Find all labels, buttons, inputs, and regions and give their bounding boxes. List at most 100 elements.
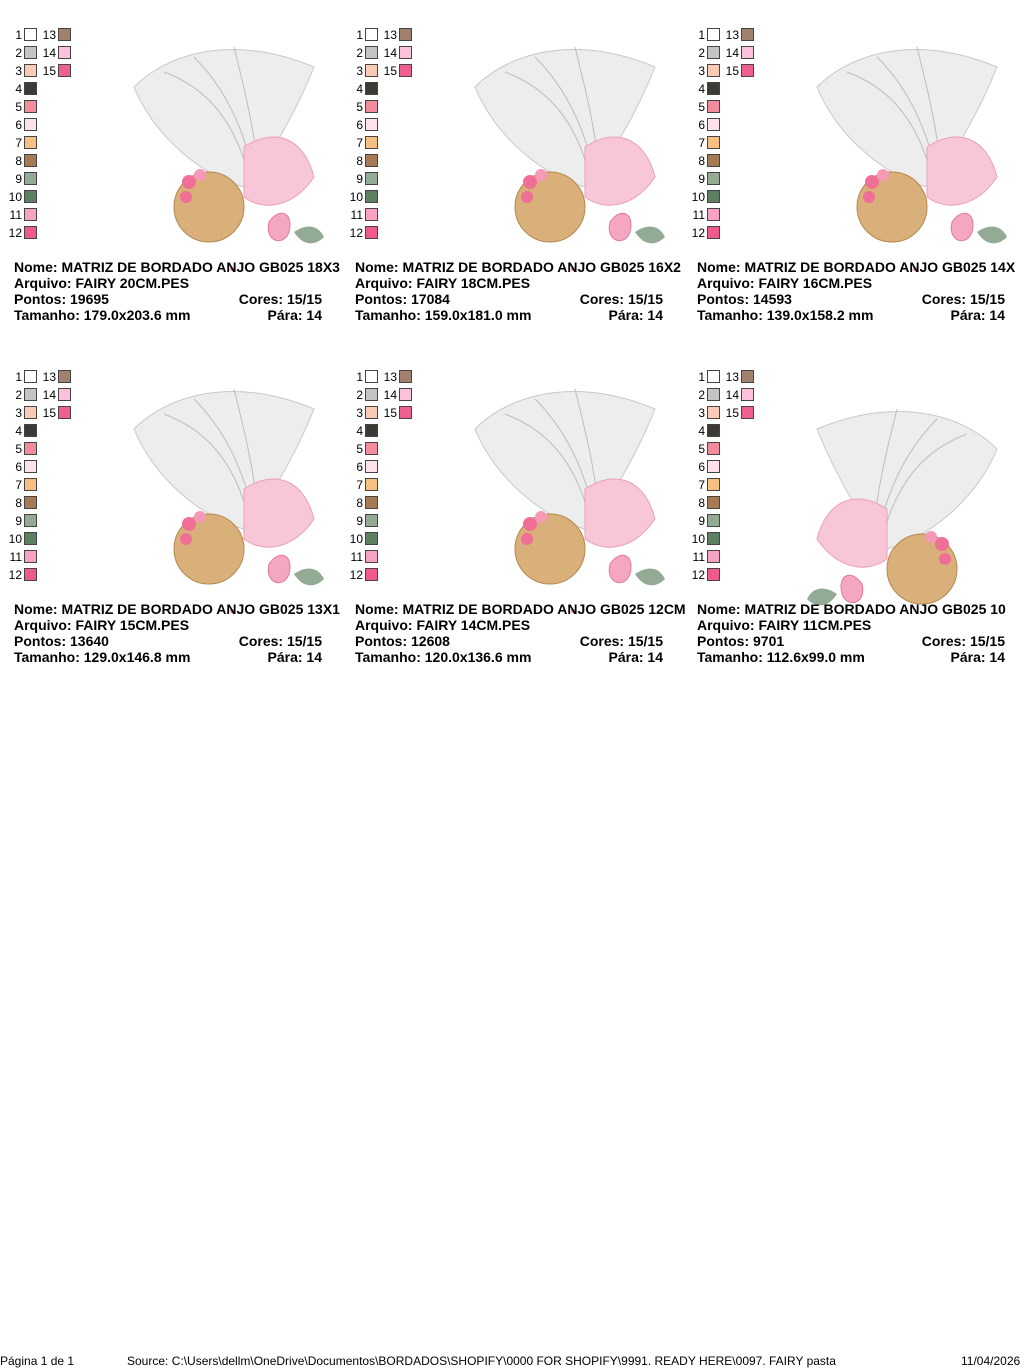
info-right: Cores: 15/15	[239, 633, 322, 649]
info-line: Arquivo: FAIRY 11CM.PES	[697, 617, 871, 633]
color-number: 9	[698, 172, 705, 186]
label: Nome:	[697, 601, 741, 617]
color-swatch	[707, 388, 720, 401]
stitch-count: 17084	[411, 291, 450, 307]
color-swatch	[741, 370, 754, 383]
color-swatch	[365, 370, 378, 383]
color-swatch	[707, 208, 720, 221]
stitch-count: 13640	[70, 633, 109, 649]
label: Arquivo:	[697, 617, 755, 633]
color-swatch	[399, 388, 412, 401]
design-preview	[474, 46, 665, 271]
design-preview	[133, 46, 324, 271]
info-line: Nome: MATRIZ DE BORDADO ANJO GB025 12CM	[355, 601, 686, 617]
color-number: 3	[356, 64, 363, 78]
info-line: Pontos: 14593	[697, 291, 792, 307]
color-swatch	[24, 478, 37, 491]
color-swatch	[58, 64, 71, 77]
color-swatch	[24, 514, 37, 527]
color-number: 2	[15, 388, 22, 402]
color-swatch	[365, 568, 378, 581]
color-swatch	[24, 496, 37, 509]
color-number: 10	[349, 190, 363, 204]
color-number: 7	[698, 478, 705, 492]
color-number: 7	[15, 136, 22, 150]
label: Nome:	[14, 259, 58, 275]
color-swatch	[365, 28, 378, 41]
color-swatch	[365, 514, 378, 527]
color-swatch	[24, 190, 37, 203]
stop-count: 14	[989, 649, 1005, 665]
color-swatch	[365, 226, 378, 239]
file-name: FAIRY 15CM.PES	[75, 617, 190, 633]
stop-count: 14	[306, 649, 322, 665]
color-number: 9	[15, 514, 22, 528]
color-swatch	[24, 568, 37, 581]
info-right: Pára: 14	[609, 307, 664, 323]
color-swatch	[365, 496, 378, 509]
color-swatch	[24, 460, 37, 473]
color-swatch	[365, 46, 378, 59]
info-right: Cores: 15/15	[580, 633, 663, 649]
color-swatch	[365, 550, 378, 563]
color-number: 15	[383, 406, 397, 420]
color-swatch	[707, 46, 720, 59]
color-swatch	[24, 406, 37, 419]
file-name: FAIRY 14CM.PES	[416, 617, 531, 633]
color-number: 13	[725, 28, 739, 42]
color-number: 7	[15, 478, 22, 492]
design-size: 179.0x203.6 mm	[83, 307, 191, 323]
color-number: 6	[356, 118, 363, 132]
color-swatch	[707, 28, 720, 41]
color-number: 3	[698, 64, 705, 78]
label: Tamanho:	[14, 649, 80, 665]
color-number: 10	[349, 532, 363, 546]
label: Arquivo:	[14, 617, 72, 633]
color-number: 2	[356, 388, 363, 402]
color-number: 15	[725, 64, 739, 78]
design-name: MATRIZ DE BORDADO ANJO GB025 18X3	[61, 259, 340, 275]
info-right: Pára: 14	[951, 649, 1006, 665]
color-swatch	[365, 64, 378, 77]
color-number: 11	[692, 208, 705, 222]
color-swatch	[707, 190, 720, 203]
color-swatch	[58, 28, 71, 41]
color-swatch	[707, 172, 720, 185]
label: Cores:	[579, 291, 625, 307]
info-line: Tamanho: 120.0x136.6 mm	[355, 649, 531, 665]
label: Cores:	[921, 633, 967, 649]
color-swatch	[24, 172, 37, 185]
color-number: 8	[15, 154, 22, 168]
color-count: 15/15	[969, 633, 1005, 649]
label: Nome:	[697, 259, 741, 275]
label: Tamanho:	[355, 307, 421, 323]
color-swatch	[365, 82, 378, 95]
info-line: Tamanho: 129.0x146.8 mm	[14, 649, 190, 665]
color-swatch	[741, 406, 754, 419]
print-date: 11/04/2026	[961, 1354, 1021, 1368]
color-number: 15	[383, 64, 397, 78]
color-number: 10	[8, 190, 22, 204]
color-number: 4	[356, 424, 363, 438]
info-right: Cores: 15/15	[580, 291, 663, 307]
color-swatch	[24, 118, 37, 131]
color-swatch	[707, 136, 720, 149]
color-number: 10	[691, 190, 705, 204]
stop-count: 14	[647, 649, 663, 665]
color-number: 6	[698, 460, 705, 474]
label: Pontos:	[697, 633, 750, 649]
color-number: 11	[9, 550, 22, 564]
design-preview	[816, 46, 1007, 271]
color-swatch	[24, 136, 37, 149]
design-size: 139.0x158.2 mm	[766, 307, 874, 323]
color-swatch	[365, 406, 378, 419]
info-right: Pára: 14	[609, 649, 664, 665]
color-number: 4	[698, 424, 705, 438]
info-line: Arquivo: FAIRY 18CM.PES	[355, 275, 530, 291]
info-line: Pontos: 19695	[14, 291, 109, 307]
info-line: Arquivo: FAIRY 14CM.PES	[355, 617, 530, 633]
info-line: Pontos: 17084	[355, 291, 450, 307]
color-number: 14	[725, 46, 739, 60]
label: Pára:	[267, 307, 303, 323]
color-count: 15/15	[286, 291, 322, 307]
